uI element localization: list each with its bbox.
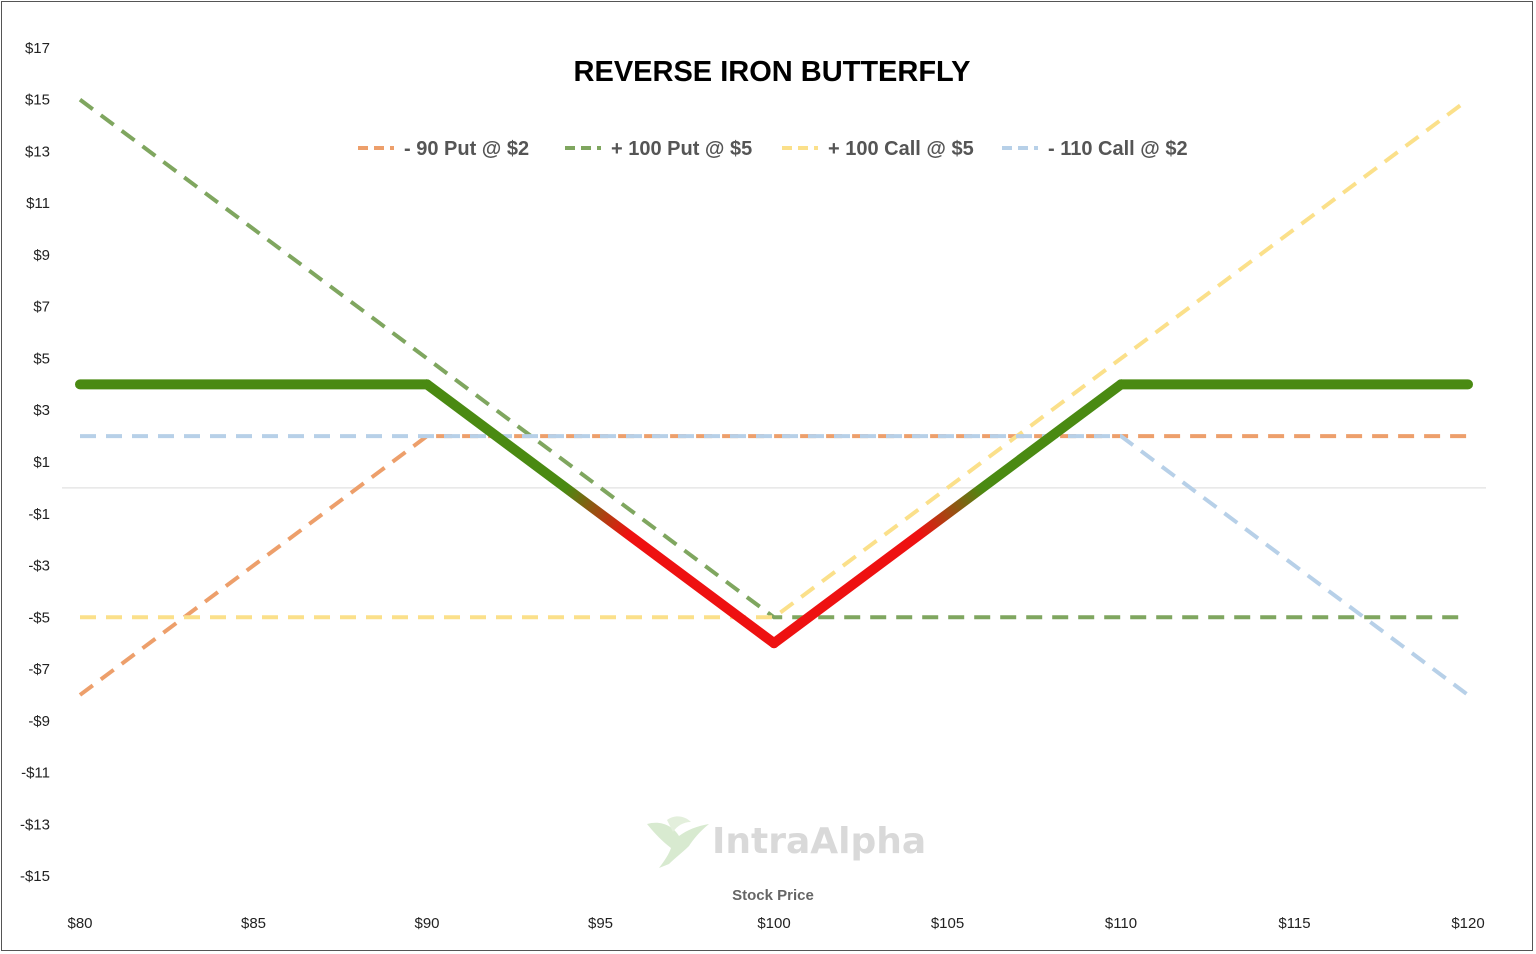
- series-layer: [78, 98, 1470, 697]
- x-tick-label: $80: [67, 915, 92, 932]
- payoff-vertex: [422, 379, 432, 390]
- legend-label: - 110 Call @ $2: [1048, 138, 1188, 160]
- y-tick-label: -$9: [28, 713, 50, 730]
- x-tick-label: $120: [1451, 915, 1484, 932]
- x-axis: $80 $85 $90 $95 $100 $105 $110 $115 $120: [67, 915, 1484, 932]
- payoff-vertex: [1116, 379, 1126, 390]
- watermark-text: IntraAlpha: [712, 821, 926, 862]
- payoff-segment-up: [769, 379, 1126, 649]
- payoff-layer: [75, 379, 1473, 649]
- x-tick-label: $100: [757, 915, 790, 932]
- x-tick-label: $105: [931, 915, 964, 932]
- series-line-2: [78, 98, 1468, 620]
- payoff-segment-down: [422, 379, 779, 649]
- y-tick-label: $7: [33, 299, 50, 316]
- x-tick-label: $85: [241, 915, 266, 932]
- y-tick-label: -$7: [28, 661, 50, 678]
- hummingbird-icon: [647, 816, 709, 868]
- x-tick-label: $95: [588, 915, 613, 932]
- y-tick-label: $15: [25, 92, 50, 109]
- y-tick-label: $11: [26, 195, 50, 212]
- watermark: IntraAlpha: [647, 816, 926, 868]
- y-tick-label: -$1: [28, 506, 50, 523]
- x-tick-label: $90: [414, 915, 439, 932]
- y-tick-label: $13: [25, 143, 50, 160]
- y-tick-label: $9: [33, 247, 50, 264]
- x-tick-label: $110: [1105, 915, 1137, 932]
- series-line-3: [80, 98, 1470, 620]
- y-tick-label: $1: [33, 454, 50, 471]
- x-axis-label: Stock Price: [732, 887, 814, 904]
- y-tick-label: -$15: [20, 868, 50, 885]
- legend-label: - 90 Put @ $2: [404, 138, 529, 160]
- series-line-1: [78, 434, 1468, 697]
- y-tick-label: -$5: [28, 609, 50, 626]
- chart-title: REVERSE IRON BUTTERFLY: [574, 56, 971, 88]
- legend-label: + 100 Call @ $5: [828, 138, 974, 160]
- legend-label: + 100 Put @ $5: [611, 138, 752, 160]
- x-tick-label: $115: [1278, 915, 1310, 932]
- y-tick-label: $3: [33, 402, 50, 419]
- y-tick-label: $17: [25, 40, 50, 57]
- payoff-vertex: [769, 638, 779, 649]
- series-line-4: [80, 434, 1470, 697]
- y-axis: $17 $15 $13 $11 $9 $7 $5 $3 $1 -$1 -$3 -$5 -$7 -$9 -$1…: [20, 40, 50, 885]
- y-tick-label: $5: [33, 350, 50, 367]
- y-tick-label: -$11: [21, 765, 50, 782]
- y-tick-label: -$3: [28, 558, 50, 575]
- y-tick-label: -$13: [20, 816, 50, 833]
- legend: - 90 Put @ $2 + 100 Put @ $5 + 100 Call @ …: [358, 138, 1188, 160]
